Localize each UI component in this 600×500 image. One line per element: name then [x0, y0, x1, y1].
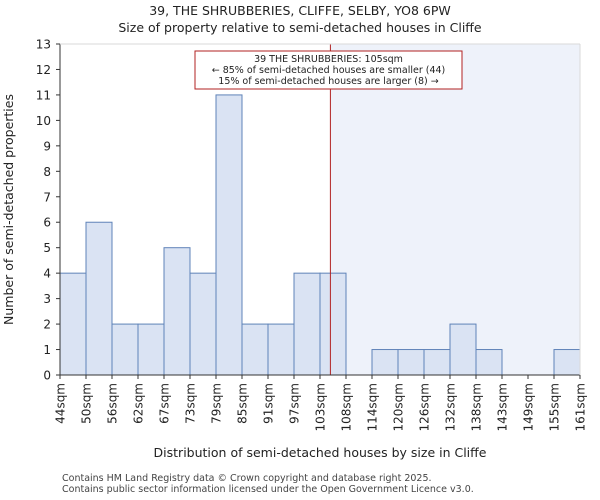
- y-tick-label: 0: [43, 369, 51, 383]
- bar-73sqm: [189, 272, 217, 376]
- x-tick-label: 91sqm: [262, 383, 276, 424]
- annotation-line-1: 39 THE SHRUBBERIES: 105sqm: [254, 54, 403, 65]
- x-tick-label: 138sqm: [470, 383, 484, 431]
- bar-56sqm: [111, 323, 139, 376]
- y-tick-label: 7: [43, 190, 51, 204]
- chart-subtitle: Size of property relative to semi-detach…: [118, 20, 482, 35]
- x-tick-label: 97sqm: [288, 383, 302, 424]
- x-tick-label: 79sqm: [210, 383, 224, 424]
- x-tick-label: 44sqm: [54, 383, 68, 424]
- bar-91sqm: [267, 323, 295, 376]
- bar-114sqm: [371, 349, 399, 376]
- bar-85sqm: [241, 323, 269, 376]
- bar-79sqm: [215, 94, 243, 376]
- bars-group: [59, 94, 581, 376]
- x-tick-label: 143sqm: [496, 383, 510, 431]
- y-tick-label: 2: [43, 318, 51, 332]
- x-tick-label: 73sqm: [184, 383, 198, 424]
- larger-properties-region: [330, 44, 580, 375]
- chart-title: 39, THE SHRUBBERIES, CLIFFE, SELBY, YO8 …: [149, 3, 451, 18]
- y-tick-label: 1: [43, 343, 51, 357]
- footer-copyright: Contains HM Land Registry data © Crown c…: [62, 473, 432, 484]
- x-tick-label: 103sqm: [314, 383, 328, 431]
- x-tick-label: 161sqm: [574, 383, 588, 431]
- annotation-border: [194, 50, 463, 90]
- bar-138sqm: [475, 349, 503, 376]
- bar-97sqm: [293, 272, 321, 376]
- y-tick-label: 8: [43, 165, 51, 179]
- bar-155sqm: [553, 349, 581, 376]
- annotation-line-2: ← 85% of semi-detached houses are smalle…: [212, 65, 446, 76]
- x-tick-label: 126sqm: [418, 383, 432, 431]
- bar-103sqm: [319, 272, 347, 376]
- x-tick-label: 62sqm: [132, 383, 146, 424]
- x-tick-label: 50sqm: [80, 383, 94, 424]
- footer-licence: Contains public sector information licen…: [62, 484, 474, 495]
- y-tick-label: 12: [36, 63, 51, 77]
- y-tick-label: 13: [36, 38, 51, 52]
- annotation-line-3: 15% of semi-detached houses are larger (…: [218, 76, 438, 87]
- y-tick-label: 5: [43, 241, 51, 255]
- bar-120sqm: [397, 349, 425, 376]
- bar-67sqm: [163, 247, 191, 376]
- y-tick-label: 6: [43, 216, 51, 230]
- y-axis-label: Number of semi-detached properties: [1, 94, 16, 325]
- x-tick-label: 155sqm: [548, 383, 562, 431]
- x-tick-label: 114sqm: [366, 383, 380, 431]
- y-tick-label: 10: [36, 114, 51, 128]
- y-tick-label: 3: [43, 292, 51, 306]
- bar-44sqm: [59, 272, 87, 376]
- x-tick-label: 85sqm: [236, 383, 250, 424]
- x-axis-ticks: 44sqm 50sqm 56sqm 62sqm 67sqm 73sqm 79sqm 85sqm…: [54, 375, 588, 431]
- x-tick-label: 56sqm: [106, 383, 120, 424]
- bar-50sqm: [85, 221, 113, 376]
- annotation-box: 39 THE SHRUBBERIES: 105sqm ← 85% of semi…: [194, 50, 463, 90]
- x-tick-label: 120sqm: [392, 383, 406, 431]
- x-axis-label: Distribution of semi-detached houses by …: [154, 445, 487, 460]
- y-tick-label: 4: [43, 267, 51, 281]
- x-tick-label: 149sqm: [522, 383, 536, 431]
- bar-126sqm: [423, 349, 451, 376]
- bar-62sqm: [137, 323, 165, 376]
- x-tick-label: 108sqm: [340, 383, 354, 431]
- x-tick-label: 132sqm: [444, 383, 458, 431]
- x-tick-label: 67sqm: [158, 383, 172, 424]
- bar-132sqm: [449, 323, 477, 376]
- y-tick-label: 11: [36, 88, 51, 102]
- y-tick-label: 9: [43, 139, 51, 153]
